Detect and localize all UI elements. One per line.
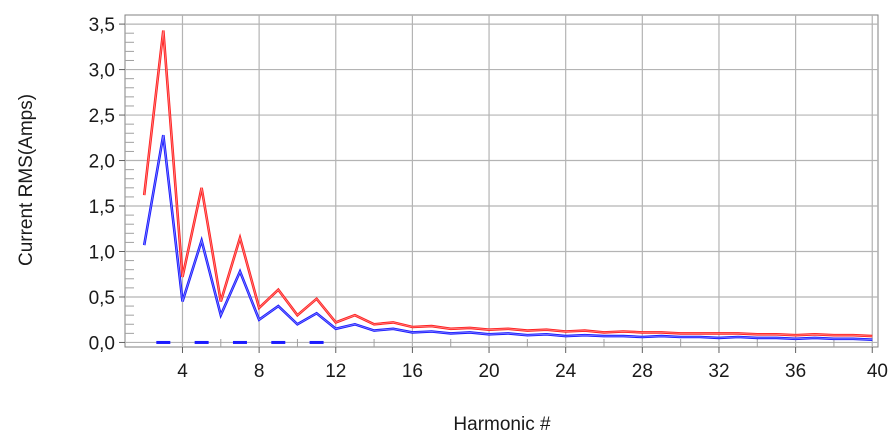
- x-tick-label: 32: [708, 361, 729, 382]
- x-tick-label: 24: [555, 361, 577, 382]
- x-tick-label: 8: [254, 361, 265, 382]
- y-tick-label: 1,5: [89, 197, 115, 218]
- series-1-line: [142, 30, 873, 338]
- y-tick-label: 3,0: [89, 61, 115, 82]
- y-tick-label: 2,5: [89, 106, 115, 127]
- y-tick-label: 3,5: [89, 15, 115, 36]
- x-tick-label: 12: [325, 361, 346, 382]
- plot-area: [124, 14, 879, 348]
- x-tick-labels: 4 8 12 16 20 24 28 32 36 40: [177, 347, 888, 382]
- x-tick-label: 20: [478, 361, 499, 382]
- series-lines: [142, 30, 873, 344]
- x-tick-label: 40: [867, 361, 888, 382]
- x-tick-label: 16: [402, 361, 423, 382]
- y-tick-label: 2,0: [89, 152, 115, 173]
- y-tick-label: 1,0: [89, 242, 115, 263]
- x-tick-label: 28: [632, 361, 653, 382]
- y-axis-title: Current RMS(Amps): [16, 94, 37, 266]
- minor-tick-marks: [125, 32, 835, 347]
- x-tick-label: 4: [177, 361, 188, 382]
- series-2-line: [142, 134, 873, 341]
- series-2-highlight: [143, 135, 873, 341]
- x-tick-label: 36: [785, 361, 806, 382]
- y-tick-labels: 0,0 0,5 1,0 1,5 2,0 2,5 3,0 3,5: [89, 15, 125, 354]
- y-tick-label: 0,0: [89, 333, 115, 354]
- y-tick-label: 0,5: [89, 288, 115, 309]
- series-1-highlight: [143, 30, 873, 337]
- x-axis-title: Harmonic #: [453, 414, 551, 435]
